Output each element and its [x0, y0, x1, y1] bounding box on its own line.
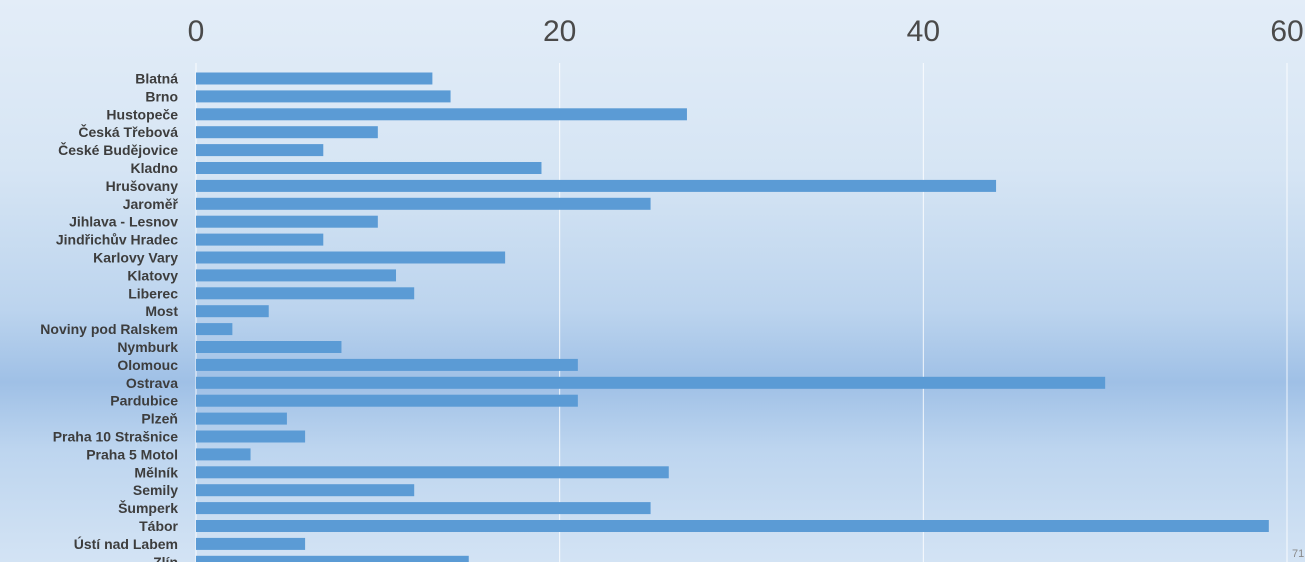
bar [196, 215, 378, 228]
category-label: Karlovy Vary [93, 250, 178, 266]
x-tick-label: 60 [1270, 15, 1303, 48]
bar [196, 448, 251, 461]
category-label: Brno [145, 88, 178, 104]
bar [196, 502, 651, 515]
bar [196, 412, 287, 425]
bars [196, 72, 1269, 562]
category-label: Tábor [139, 518, 178, 534]
x-tick-label: 0 [188, 15, 205, 48]
bar [196, 376, 1106, 389]
category-label: Ústí nad Labem [74, 535, 178, 552]
bar [196, 358, 578, 371]
bar [196, 233, 324, 246]
category-label: Nymburk [117, 339, 178, 355]
bar [196, 466, 669, 479]
category-label: Zlín [153, 554, 178, 562]
category-label: Blatná [135, 71, 178, 87]
category-label: Hrušovany [106, 178, 179, 194]
category-label: Olomouc [117, 357, 178, 373]
bar [196, 269, 397, 282]
category-label: Kladno [131, 160, 178, 176]
category-label: Plzeň [141, 411, 178, 427]
category-label: Jaroměř [123, 196, 179, 212]
x-tick-label: 40 [907, 15, 940, 48]
bar [196, 162, 542, 174]
bar [196, 520, 1269, 532]
bar [196, 90, 451, 103]
bar [196, 108, 687, 121]
bar [196, 323, 233, 336]
category-label: Jindřichův Hradec [56, 232, 178, 248]
category-label: Noviny pod Ralskem [40, 321, 178, 337]
bar [196, 72, 433, 85]
category-label: Jihlava - Lesnov [69, 214, 178, 230]
bar [196, 430, 306, 443]
bar [196, 197, 651, 210]
category-label: Šumperk [118, 499, 178, 516]
bar [196, 537, 306, 550]
category-label: Praha 10 Strašnice [53, 429, 179, 445]
category-label: Hustopeče [106, 106, 178, 122]
category-label: Klatovy [127, 267, 178, 283]
bar [196, 305, 269, 318]
page-number: 71 [1292, 548, 1304, 560]
bar [196, 555, 469, 562]
category-label: České Budějovice [58, 141, 178, 158]
category-label: Most [145, 303, 178, 319]
bar [196, 287, 415, 300]
bar [196, 341, 342, 353]
bar [196, 144, 324, 157]
category-label: Liberec [128, 285, 178, 301]
bar [196, 126, 378, 139]
bar [196, 394, 578, 407]
category-label: Semily [133, 482, 178, 498]
bar [196, 484, 415, 497]
bar [196, 251, 506, 264]
category-label: Praha 5 Motol [86, 446, 178, 462]
x-tick-label: 20 [543, 15, 576, 48]
bar [196, 179, 997, 192]
x-axis-ticks: 0 20 40 60 [188, 15, 1304, 48]
category-label: Česká Třebová [78, 123, 178, 140]
category-label: Ostrava [126, 375, 178, 391]
category-label: Pardubice [110, 393, 178, 409]
category-label: Mělník [134, 464, 178, 480]
